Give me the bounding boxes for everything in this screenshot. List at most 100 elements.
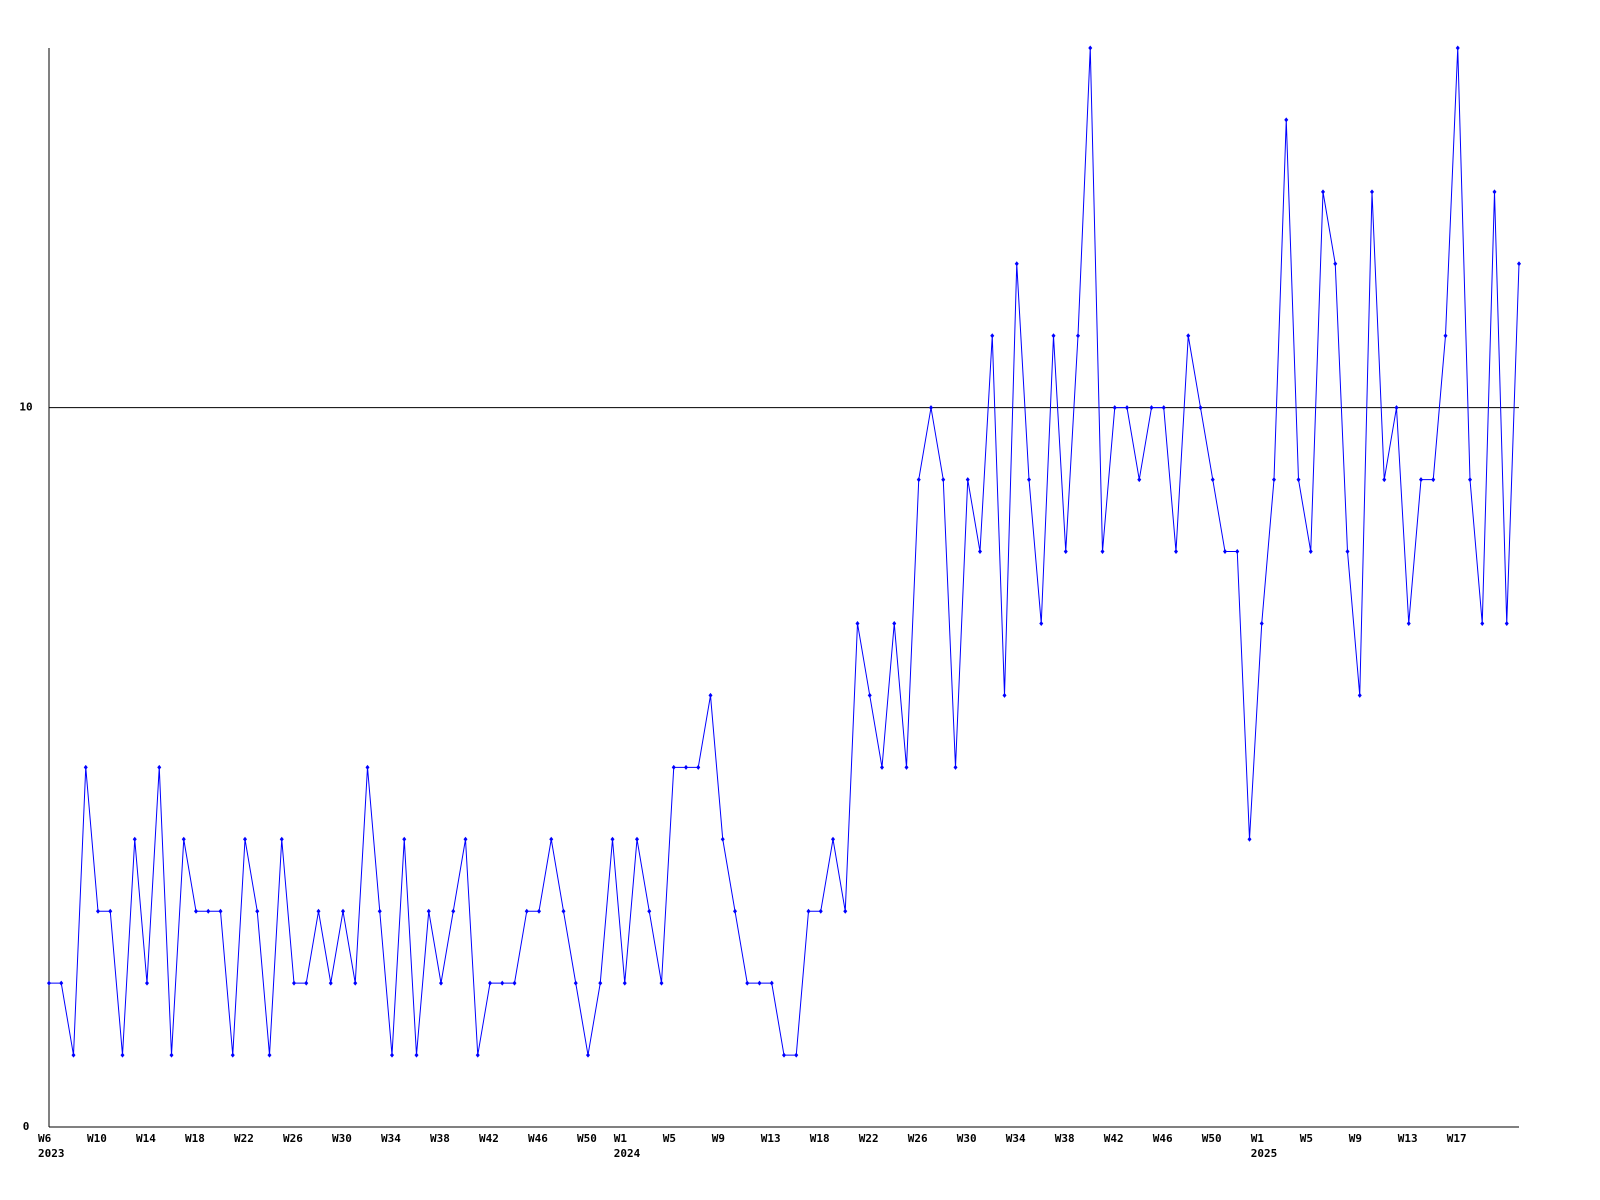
data-point (978, 549, 982, 555)
data-point (1247, 836, 1252, 842)
data-point (941, 477, 946, 483)
data-point (1382, 477, 1387, 483)
data-point (83, 764, 88, 770)
data-point (1235, 549, 1240, 555)
x-tick-label: W10 (87, 1132, 107, 1145)
data-point (1186, 333, 1191, 339)
data-point (1431, 477, 1436, 483)
data-point (524, 908, 529, 914)
data-point (377, 908, 382, 914)
data-point (573, 980, 578, 986)
data-point (1223, 549, 1227, 555)
data-point (206, 908, 211, 914)
data-point (96, 908, 100, 914)
data-line (49, 47, 1520, 1056)
data-point (1296, 477, 1301, 483)
data-point (757, 980, 762, 986)
data-point (304, 980, 309, 986)
data-point (328, 980, 333, 986)
x-tick-label: W34 (1005, 1132, 1026, 1145)
data-point (1321, 189, 1325, 195)
data-point (1039, 620, 1044, 626)
data-point (1027, 477, 1031, 483)
data-point (1112, 405, 1117, 411)
x-tick-label: W6 2023 (38, 1132, 65, 1160)
x-tick-label: W1 2024 (613, 1132, 641, 1160)
x-tick-label: W46 (528, 1132, 548, 1145)
data-point (451, 908, 456, 914)
data-point (806, 908, 811, 914)
x-tick-label: W1 2025 (1250, 1132, 1278, 1160)
x-tick-label: W50 (1201, 1132, 1222, 1145)
y-tick-label: 10 (19, 401, 32, 414)
data-point (1137, 477, 1142, 483)
x-tick-label: W46 (1152, 1132, 1173, 1145)
data-point (1100, 549, 1105, 555)
data-point (965, 477, 970, 483)
data-point (929, 405, 933, 411)
x-tick-label: W30 (956, 1132, 977, 1145)
data-point (1210, 477, 1215, 483)
data-point (622, 980, 627, 986)
data-point (169, 1052, 174, 1058)
data-point (157, 764, 162, 770)
data-point (1125, 405, 1129, 411)
data-point (916, 477, 921, 483)
data-point (1333, 261, 1338, 267)
x-tick-label: W34 (381, 1132, 401, 1145)
data-point (671, 764, 676, 770)
data-point (463, 836, 468, 842)
data-point (1076, 333, 1080, 339)
data-point (610, 836, 615, 842)
data-point (537, 908, 541, 914)
x-tick-label: W30 (332, 1132, 352, 1145)
x-tick-label: W26 (907, 1132, 928, 1145)
data-point (402, 836, 407, 842)
data-point (647, 908, 652, 914)
data-point (1419, 477, 1423, 483)
data-point (1406, 620, 1411, 626)
data-point (218, 908, 223, 914)
data-point (230, 1052, 235, 1058)
data-point (733, 908, 737, 914)
data-point (243, 836, 247, 842)
data-point (47, 980, 51, 986)
x-tick-label: W13 (760, 1132, 781, 1145)
x-tick-label: W14 (136, 1132, 156, 1145)
data-point (71, 1052, 76, 1058)
data-point (194, 908, 198, 914)
data-point (953, 764, 958, 770)
x-tick-label: W26 (283, 1132, 303, 1145)
data-point (867, 692, 872, 698)
data-point (659, 980, 664, 986)
data-point (1492, 189, 1497, 195)
x-tick-label: W22 (234, 1132, 254, 1145)
data-point (1174, 549, 1178, 555)
data-point (635, 836, 639, 842)
data-point (720, 836, 725, 842)
data-point (1455, 45, 1460, 51)
data-point (549, 836, 554, 842)
data-point (586, 1052, 590, 1058)
data-point (488, 980, 492, 986)
data-point (696, 764, 701, 770)
data-point (145, 980, 149, 986)
data-point (1272, 477, 1276, 483)
data-point (500, 980, 505, 986)
data-point (1088, 45, 1093, 51)
data-point (132, 836, 137, 842)
data-point (769, 980, 774, 986)
x-tick-label: W50 (577, 1132, 597, 1145)
x-tick-label: W18 (185, 1132, 205, 1145)
data-point (708, 692, 713, 698)
data-point (316, 908, 321, 914)
data-point (59, 980, 64, 986)
data-point (561, 908, 566, 914)
data-point (1063, 549, 1068, 555)
data-point (1002, 692, 1007, 698)
data-point (353, 980, 358, 986)
x-tick-label: W13 (1397, 1132, 1418, 1145)
data-point (512, 980, 517, 986)
data-point (1161, 405, 1166, 411)
